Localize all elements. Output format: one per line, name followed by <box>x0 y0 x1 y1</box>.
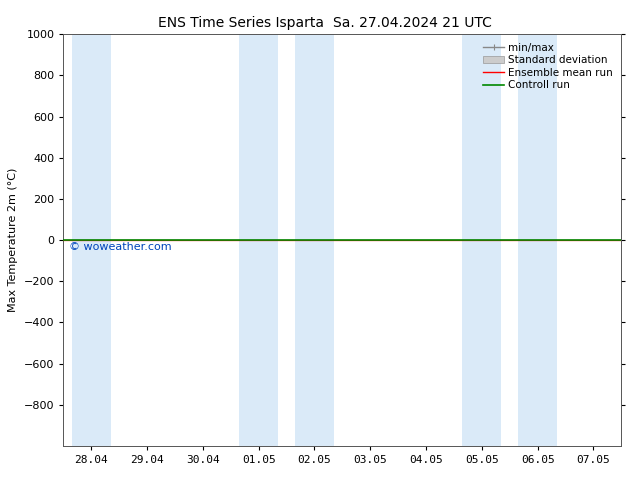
Legend: min/max, Standard deviation, Ensemble mean run, Controll run: min/max, Standard deviation, Ensemble me… <box>480 40 616 94</box>
Text: ENS Time Series Isparta: ENS Time Series Isparta <box>158 16 324 30</box>
Text: Sa. 27.04.2024 21 UTC: Sa. 27.04.2024 21 UTC <box>333 16 491 30</box>
Bar <box>239 34 278 446</box>
Y-axis label: Max Temperature 2m (°C): Max Temperature 2m (°C) <box>8 168 18 312</box>
Bar <box>518 34 557 446</box>
Bar <box>462 34 501 446</box>
Bar <box>295 34 334 446</box>
Bar <box>72 34 111 446</box>
Text: © woweather.com: © woweather.com <box>69 242 172 252</box>
